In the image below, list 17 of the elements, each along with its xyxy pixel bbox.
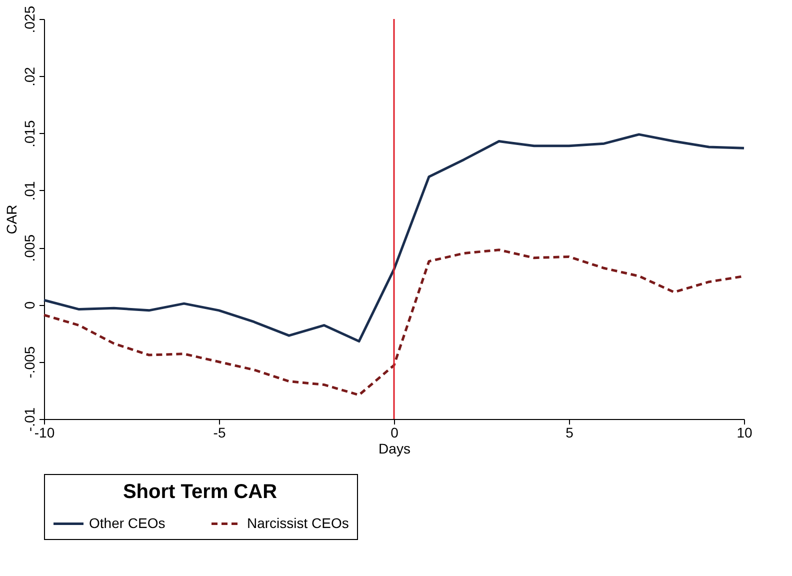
x-axis-title: Days <box>378 440 410 456</box>
x-tick-label: 0 <box>390 424 399 440</box>
y-tick-label: -.005 <box>22 346 38 378</box>
y-tick-label: 0 <box>22 301 38 310</box>
line-series <box>42 133 746 343</box>
y-tick-label: .015 <box>22 120 38 148</box>
y-tick-label: .01 <box>22 180 38 201</box>
legend-label: Narcissist CEOs <box>247 514 349 531</box>
y-tick-label: .005 <box>22 234 38 262</box>
legend-title: Short Term CAR <box>122 481 278 503</box>
y-tick-label: .02 <box>22 66 38 86</box>
x-tick-label: 5 <box>566 424 574 440</box>
legend-label: Other CEOs <box>89 514 166 531</box>
x-tick-label: 10 <box>736 424 752 440</box>
x-tick-label: -5 <box>213 424 226 440</box>
y-tick-label: .025 <box>22 6 38 34</box>
y-axis-title: CAR <box>4 204 20 234</box>
